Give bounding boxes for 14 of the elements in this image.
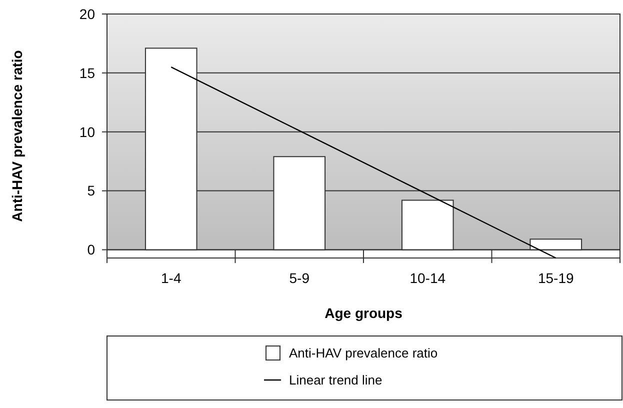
- x-axis-title: Age groups: [324, 305, 403, 321]
- x-tick-label: 1-4: [161, 270, 182, 286]
- y-tick-label: 10: [79, 124, 96, 140]
- x-tick-label: 15-19: [538, 270, 574, 286]
- y-tick-label: 20: [79, 6, 96, 22]
- legend-label: Linear trend line: [289, 372, 382, 388]
- x-tick-label: 10-14: [410, 270, 446, 286]
- y-tick-label: 5: [87, 182, 96, 199]
- x-tick-label: 5-9: [289, 270, 310, 286]
- legend-label: Anti-HAV prevalence ratio: [289, 346, 438, 361]
- line-series: [170, 66, 556, 259]
- y-axis-title: Anti-HAV prevalence ratio: [9, 50, 25, 222]
- y-tick-label: 0: [87, 242, 96, 258]
- y-tick-label: 15: [79, 64, 96, 81]
